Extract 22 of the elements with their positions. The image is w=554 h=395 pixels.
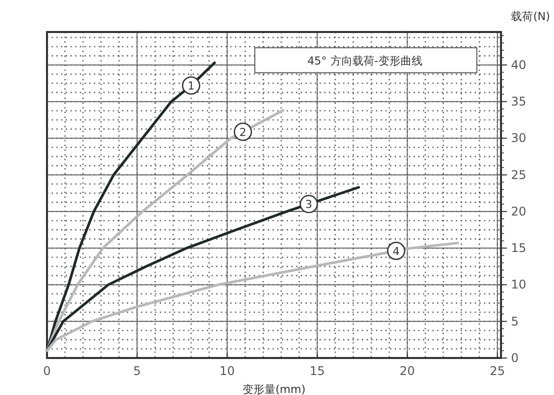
- series-label: 4: [392, 244, 400, 258]
- y-tick-label: 35: [511, 94, 526, 109]
- y-tick-label: 25: [511, 168, 526, 182]
- y-tick-label: 30: [511, 131, 526, 146]
- y-tick-label: 10: [511, 278, 526, 292]
- x-tick-label: 25: [490, 364, 506, 378]
- x-tick-label: 10: [220, 364, 235, 378]
- y-tick-label: 40: [511, 58, 526, 72]
- series-label: 2: [239, 126, 246, 139]
- x-tick-label: 0: [43, 364, 51, 378]
- y-tick-label: 15: [511, 241, 526, 256]
- y-tick-label: 0: [511, 351, 519, 365]
- x-tick-label: 20: [400, 364, 415, 378]
- x-axis-title: 变形量(mm): [242, 383, 306, 395]
- x-tick-label: 15: [310, 364, 325, 378]
- y-axis-title: 载荷(N): [511, 10, 550, 23]
- series-label: 3: [305, 198, 312, 212]
- x-tick-label: 5: [133, 364, 141, 378]
- series-label: 1: [188, 80, 195, 93]
- text: 45° 方向载荷-变形曲线: [307, 54, 422, 68]
- y-tick-label: 20: [511, 204, 526, 218]
- y-tick-label: 5: [511, 314, 519, 328]
